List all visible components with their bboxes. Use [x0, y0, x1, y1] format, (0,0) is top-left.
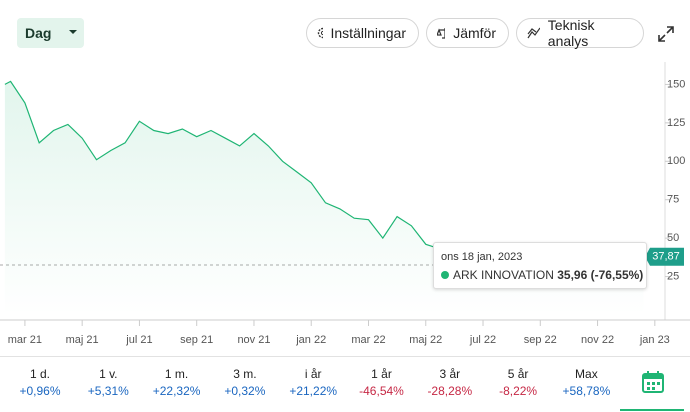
tooltip-row: ARK INNOVATION 35,96 (-76,55%): [441, 268, 643, 282]
period-change: -8,22%: [499, 384, 538, 398]
y-tick-label: 100: [667, 155, 685, 167]
period-item[interactable]: 1 m. +22,32%: [143, 367, 211, 398]
x-tick-label: jul 22: [469, 334, 496, 346]
period-item[interactable]: i år +21,22%: [279, 367, 347, 398]
x-tick-label: jul 21: [125, 334, 152, 346]
calendar-tab[interactable]: [620, 357, 684, 411]
period-change: +22,32%: [152, 384, 201, 398]
period-label: 1 v.: [99, 367, 118, 381]
period-item[interactable]: Max +58,78%: [552, 367, 620, 398]
period-label: 3 m.: [233, 367, 257, 381]
x-tick-label: jan 22: [295, 334, 326, 346]
period-item[interactable]: 1 år -46,54%: [348, 367, 416, 398]
period-label: Max: [575, 367, 598, 381]
period-item[interactable]: 1 d. +0,96%: [6, 367, 74, 398]
button-label: Jämför: [453, 25, 496, 41]
period-label: 1 m.: [164, 367, 189, 381]
period-item[interactable]: 1 v. +5,31%: [74, 367, 142, 398]
settings-button[interactable]: Inställningar: [306, 18, 419, 48]
x-tick-label: sep 21: [180, 334, 213, 346]
tooltip-series: ARK INNOVATION: [453, 268, 554, 282]
period-change: +0,96%: [19, 384, 61, 398]
gear-icon: [317, 27, 323, 39]
x-tick-label: mar 21: [8, 334, 42, 346]
period-change: -28,28%: [427, 384, 473, 398]
x-tick-label: nov 21: [237, 334, 270, 346]
x-tick-label: nov 22: [581, 334, 614, 346]
scale-icon: [437, 28, 446, 39]
calendar-icon: [642, 371, 664, 393]
analysis-button[interactable]: Teknisk analys: [516, 17, 644, 49]
period-change: +21,22%: [289, 384, 338, 398]
y-tick-label: 75: [667, 194, 679, 206]
period-label: i år: [304, 367, 322, 381]
compare-button[interactable]: Jämför: [426, 18, 509, 48]
interval-label: Dag: [25, 25, 52, 41]
x-tick-label: sep 22: [524, 334, 557, 346]
period-label: 1 år: [371, 367, 392, 381]
tooltip-date: ons 18 jan, 2023: [441, 251, 523, 263]
last-value-label: 37,87: [652, 251, 680, 263]
period-change: +58,78%: [562, 384, 611, 398]
dropdown-icon: [69, 30, 77, 34]
analysis-icon: [527, 27, 540, 39]
period-change: +5,31%: [87, 384, 129, 398]
y-tick-label: 50: [667, 232, 679, 244]
period-label: 1 d.: [29, 367, 50, 381]
y-tick-label: 150: [667, 78, 685, 90]
expand-icon[interactable]: [657, 25, 675, 43]
tooltip: ons 18 jan, 2023 ARK INNOVATION 35,96 (-…: [433, 242, 647, 289]
x-tick-label: maj 21: [66, 334, 99, 346]
period-item[interactable]: 3 år -28,28%: [416, 367, 484, 398]
period-change: -46,54%: [359, 384, 404, 398]
period-label: 3 år: [439, 367, 461, 381]
period-bar: 1 d. +0,96% 1 v. +5,31% 1 m. +22,32% 3 m. +0,32…: [0, 356, 690, 412]
period-label: 5 år: [507, 367, 529, 381]
period-item[interactable]: 3 m. +0,32%: [211, 367, 279, 398]
legend-dot: [441, 271, 449, 279]
last-value-badge: [645, 247, 684, 266]
x-tick-label: maj 22: [409, 334, 442, 346]
x-tick-label: mar 22: [351, 334, 385, 346]
y-tick-label: 125: [667, 117, 685, 129]
button-label: Teknisk analys: [547, 17, 595, 49]
y-tick-label: 25: [667, 270, 679, 282]
tooltip-value: 35,96 (-76,55%): [557, 268, 644, 282]
x-tick-label: jan 23: [639, 334, 670, 346]
period-item[interactable]: 5 år -8,22%: [484, 367, 552, 398]
period-change: +0,32%: [224, 384, 266, 398]
chart: 25 50 75 100 125 150 mar 21 maj 21 jul 21 sep 21 n…: [0, 62, 690, 346]
button-label: Inställningar: [330, 25, 407, 41]
interval-select[interactable]: Dag: [17, 18, 84, 48]
